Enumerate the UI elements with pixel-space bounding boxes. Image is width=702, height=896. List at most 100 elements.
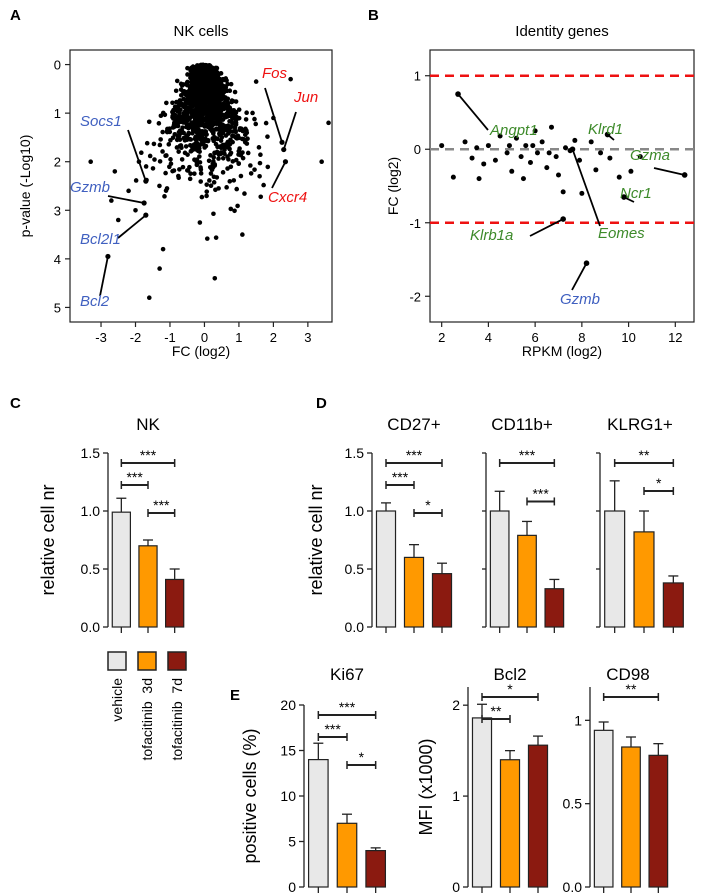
data-point: [485, 143, 491, 149]
data-point: [628, 168, 634, 174]
y-tick-label: 1: [414, 69, 421, 84]
data-point: [228, 206, 234, 212]
data-point: [263, 120, 269, 126]
data-point: [248, 163, 253, 168]
data-point: [188, 143, 193, 148]
data-point: [245, 136, 250, 142]
data-point: [219, 122, 225, 127]
bar: [593, 729, 614, 888]
bar: [489, 510, 510, 628]
y-tick-label: -2: [409, 289, 421, 304]
data-point: [241, 137, 247, 142]
data-point: [506, 143, 512, 149]
x-tick-label: 0: [201, 330, 208, 345]
bar: [621, 746, 641, 888]
significance-label: ***: [532, 485, 549, 501]
data-point: [245, 150, 251, 156]
annotation-leader: [571, 148, 601, 227]
gene-label: Eomes: [598, 225, 645, 242]
data-point: [188, 171, 193, 176]
y-axis-label: FC (log2): [385, 157, 401, 215]
x-tick-label: -1: [164, 330, 176, 345]
data-point: [157, 142, 163, 148]
significance-label: **: [491, 703, 502, 719]
data-point: [197, 154, 202, 159]
significance-label: *: [656, 475, 662, 491]
y-tick-label: 1: [452, 788, 460, 804]
y-tick-label: 0: [288, 879, 296, 895]
data-point: [175, 117, 180, 122]
data-point: [544, 165, 550, 171]
y-tick-label: 1.0: [81, 503, 101, 519]
significance-label: ***: [519, 447, 536, 463]
data-point: [198, 171, 204, 176]
data-point: [185, 72, 190, 77]
gene-label: Gzmb: [70, 179, 110, 196]
y-tick-label: 0: [452, 879, 460, 895]
data-point: [179, 157, 185, 162]
data-point: [227, 105, 233, 110]
data-point: [158, 137, 163, 142]
panel-letter-a: A: [10, 7, 21, 24]
data-point: [178, 143, 184, 148]
data-point: [462, 139, 468, 145]
significance-label: ***: [406, 447, 423, 463]
data-point: [228, 164, 234, 170]
data-point: [216, 109, 221, 115]
data-point: [204, 189, 210, 194]
data-point: [481, 161, 487, 167]
data-point: [199, 194, 205, 200]
y-tick-label: 5: [288, 834, 296, 850]
data-point: [261, 182, 266, 188]
data-point: [530, 143, 536, 149]
data-point: [232, 208, 237, 214]
data-point: [252, 116, 257, 122]
data-point: [184, 113, 189, 119]
data-point: [185, 65, 190, 71]
data-point: [197, 71, 202, 77]
data-point: [207, 64, 212, 70]
data-point: [598, 150, 604, 156]
significance-label: ***: [392, 469, 409, 485]
y-axis-label: positive cells (%): [240, 728, 260, 863]
data-point: [228, 137, 233, 143]
data-point: [115, 217, 121, 223]
chart-title: CD98: [606, 665, 649, 684]
data-point: [539, 139, 545, 145]
x-tick-label: -2: [130, 330, 142, 345]
annotation-leader: [271, 161, 287, 189]
y-tick-label: 0: [414, 142, 421, 157]
data-point: [158, 113, 164, 119]
data-point: [215, 136, 220, 142]
data-point: [234, 136, 240, 141]
data-point: [203, 131, 209, 137]
data-point: [157, 183, 162, 189]
data-point: [319, 159, 324, 165]
data-point: [164, 186, 170, 191]
data-point: [211, 174, 217, 180]
data-point: [191, 142, 197, 147]
data-point: [214, 121, 219, 126]
annotation-leader: [99, 256, 109, 297]
data-point: [177, 98, 183, 103]
data-point: [164, 100, 169, 106]
data-point: [555, 172, 561, 178]
data-point: [616, 174, 622, 180]
significance-label: **: [626, 681, 637, 697]
data-point: [208, 73, 213, 79]
panel-letter-e: E: [230, 687, 240, 704]
data-point: [211, 155, 217, 160]
data-point: [504, 150, 510, 156]
data-point: [166, 142, 172, 147]
data-point: [189, 69, 194, 74]
data-point: [211, 211, 216, 217]
data-point: [233, 120, 239, 125]
bar: [165, 578, 185, 628]
data-point: [258, 194, 264, 200]
data-point: [165, 127, 171, 132]
data-point: [179, 130, 184, 136]
data-point: [233, 157, 239, 163]
data-point: [174, 99, 179, 105]
data-point: [227, 128, 233, 134]
